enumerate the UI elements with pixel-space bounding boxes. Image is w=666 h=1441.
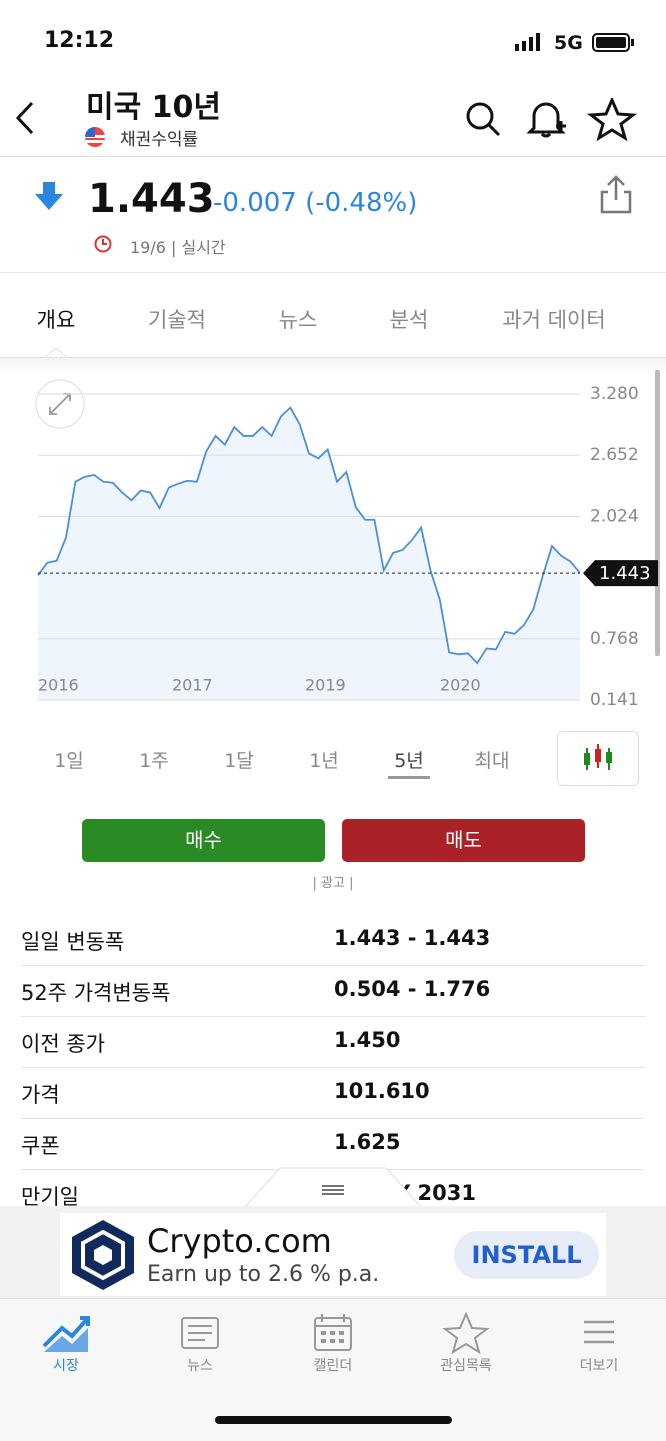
nav-icons	[42, 1311, 614, 1355]
x-tick-label: 2019	[305, 676, 346, 695]
quote-date: 19/6 | 실시간	[130, 238, 226, 257]
row-divider	[21, 1067, 645, 1068]
row-value: 1.450	[334, 1028, 401, 1052]
title: 미국 10년	[86, 90, 221, 125]
row-value: 1.443 - 1.443	[334, 926, 491, 950]
period-option[interactable]: 5년	[394, 750, 424, 772]
current-tag	[583, 560, 658, 587]
crypto-logo	[72, 1220, 134, 1290]
chart-type-button[interactable]	[557, 731, 639, 786]
drawer-handle[interactable]	[240, 1166, 426, 1208]
row-label: 52주 가격변동폭	[21, 981, 171, 1005]
price-chart: 3.280 2.652 2.024 0.768 0.141 1.443 2016 2017 20…	[35, 370, 660, 710]
ad-brand: Crypto.com	[147, 1222, 332, 1260]
y-tick-label: 2.024	[590, 506, 639, 526]
divider	[0, 357, 666, 358]
row-divider	[21, 1016, 645, 1017]
nav-item[interactable]: 관심목록	[440, 1358, 492, 1374]
price: 1.443	[88, 176, 215, 222]
period-option[interactable]: 1주	[139, 750, 169, 772]
period-option[interactable]: 1달	[224, 750, 254, 772]
period-option[interactable]: 최대	[474, 750, 510, 772]
x-tick-label: 2017	[172, 676, 213, 695]
row-label: 쿠폰	[21, 1134, 60, 1158]
share-button[interactable]	[598, 174, 634, 216]
row-divider	[21, 965, 645, 966]
tab-indicator	[44, 347, 68, 358]
y-tick-label: 0.768	[590, 629, 639, 649]
tab[interactable]: 뉴스	[278, 308, 318, 332]
x-tick-label: 2016	[38, 676, 79, 695]
y-tick-label: 3.280	[590, 384, 639, 404]
row-label: 이전 종가	[21, 1032, 105, 1056]
nav-item[interactable]: 뉴스	[187, 1358, 213, 1374]
divider	[0, 156, 666, 157]
row-label: 만기일	[21, 1185, 79, 1209]
tab[interactable]: 과거 데이터	[502, 308, 606, 332]
divider	[0, 272, 666, 273]
period-option[interactable]: 1일	[54, 750, 84, 772]
row-label: 가격	[21, 1083, 60, 1107]
nav-item[interactable]: 더보기	[579, 1358, 619, 1374]
ad-label: | 광고 |	[312, 876, 354, 891]
tab[interactable]: 개요	[36, 308, 76, 332]
x-tick-label: 2020	[440, 676, 481, 695]
sell-button[interactable]: 매도	[342, 819, 585, 862]
row-value: 101.610	[334, 1079, 430, 1103]
period-underline	[388, 776, 430, 779]
y-tick-label: 0.141	[590, 690, 639, 710]
header-icons[interactable]	[462, 98, 642, 142]
home-indicator	[215, 1416, 452, 1424]
shadow	[0, 358, 666, 374]
row-label: 일일 변동폭	[21, 930, 125, 954]
current-label: 1.443	[599, 563, 651, 584]
row-value: 1.625	[334, 1130, 401, 1154]
y-tick-label: 2.652	[590, 445, 639, 465]
tab[interactable]: 기술적	[148, 308, 206, 332]
us-flag	[85, 127, 105, 147]
price-line	[37, 406, 581, 665]
nav-item[interactable]: 시장	[53, 1358, 79, 1374]
clock-icon	[94, 235, 112, 253]
back-button[interactable]	[10, 98, 40, 138]
down-arrow	[35, 182, 63, 210]
status-time: 12:12	[44, 28, 115, 53]
buy-button[interactable]: 매수	[82, 819, 325, 862]
tab[interactable]: 분석	[389, 308, 429, 332]
status-icons	[515, 33, 634, 52]
ad-text: Earn up to 2.6 % p.a.	[147, 1262, 380, 1287]
change: -0.007 (-0.48%)	[213, 188, 418, 218]
subtitle: 채권수익률	[120, 130, 199, 150]
row-divider	[21, 1118, 645, 1119]
install-button[interactable]: INSTALL	[454, 1231, 599, 1279]
nav-item[interactable]: 캘린더	[313, 1358, 353, 1374]
network: 5G	[554, 32, 583, 54]
period-option[interactable]: 1년	[309, 750, 339, 772]
expand-button[interactable]	[35, 379, 85, 429]
row-value: 0.504 - 1.776	[334, 977, 491, 1001]
